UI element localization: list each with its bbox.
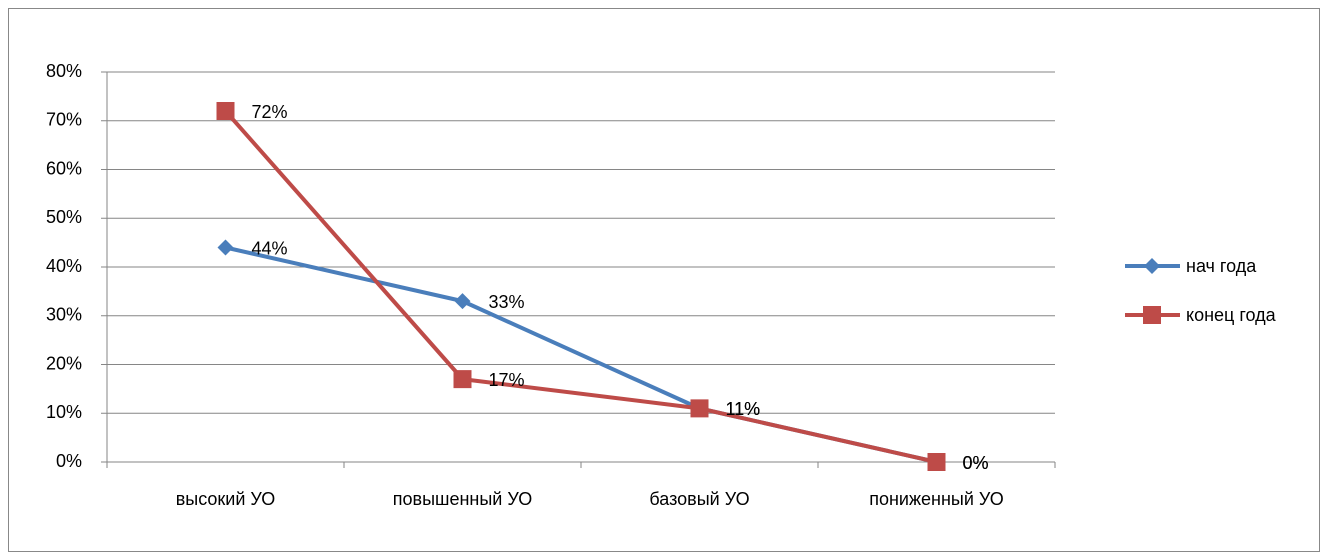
y-tick-label: 30% — [46, 305, 82, 325]
legend-label: конец года — [1186, 305, 1277, 325]
data-point — [927, 453, 946, 471]
data-label: 72% — [252, 102, 288, 122]
y-tick-label: 60% — [46, 158, 82, 178]
y-tick-label: 80% — [46, 61, 82, 81]
legend-label: нач года — [1186, 256, 1257, 276]
legend-marker — [1144, 258, 1160, 274]
x-tick-label: высокий УО — [176, 489, 276, 509]
data-point — [217, 239, 234, 256]
y-tick-label: 20% — [46, 353, 82, 373]
x-tick-label: базовый УО — [649, 489, 749, 509]
y-tick-label: 10% — [46, 402, 82, 422]
x-tick-label: пониженный УО — [869, 489, 1004, 509]
y-tick-label: 40% — [46, 256, 82, 276]
data-point — [690, 399, 709, 418]
series-line — [224, 109, 937, 464]
legend-marker — [1143, 306, 1161, 324]
chart-frame — [8, 8, 1320, 552]
data-label: 11% — [726, 399, 761, 419]
y-tick-label: 0% — [56, 451, 82, 471]
data-label: 0% — [963, 453, 989, 473]
y-tick-label: 50% — [46, 207, 82, 227]
data-label: 0% — [963, 453, 989, 473]
data-label: 33% — [489, 292, 525, 312]
data-label: 44% — [252, 238, 288, 258]
data-point — [216, 102, 235, 120]
data-label: 17% — [489, 370, 525, 390]
data-point — [453, 370, 472, 389]
y-tick-label: 70% — [46, 110, 82, 130]
data-label: 11% — [726, 399, 761, 419]
x-tick-label: повышенный УО — [393, 489, 532, 509]
data-point — [454, 293, 471, 310]
